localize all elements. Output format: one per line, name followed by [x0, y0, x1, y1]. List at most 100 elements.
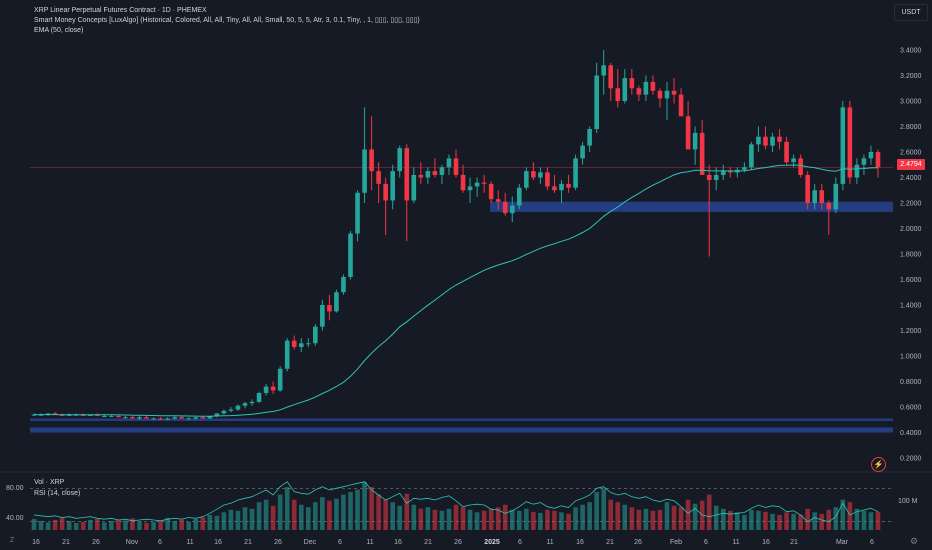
candle[interactable] [509, 205, 515, 214]
candle[interactable] [137, 417, 142, 419]
candle[interactable] [109, 415, 114, 417]
candle[interactable] [306, 343, 311, 345]
candle[interactable] [706, 174, 712, 181]
candle[interactable] [404, 148, 410, 201]
candle[interactable] [615, 88, 621, 101]
candle[interactable] [256, 392, 262, 402]
candle[interactable] [791, 158, 796, 163]
candle[interactable] [186, 418, 192, 420]
candle[interactable] [439, 167, 445, 175]
candle[interactable] [692, 132, 698, 150]
candle[interactable] [608, 65, 614, 89]
candle[interactable] [383, 183, 388, 201]
candle[interactable] [650, 81, 656, 91]
candle[interactable] [854, 164, 860, 178]
candle[interactable] [453, 158, 459, 175]
candle[interactable] [362, 149, 367, 193]
candle[interactable] [671, 90, 677, 95]
candle[interactable] [601, 65, 606, 76]
candle[interactable] [594, 75, 599, 130]
candle[interactable] [460, 174, 466, 191]
candle[interactable] [242, 403, 248, 406]
candle[interactable] [116, 415, 121, 418]
candle[interactable] [826, 203, 832, 210]
candle[interactable] [200, 417, 206, 419]
candle[interactable] [552, 186, 557, 191]
candle[interactable] [756, 136, 761, 145]
symbol-title[interactable]: XRP Linear Perpetual Futures Contract · … [34, 7, 207, 14]
candle[interactable] [411, 174, 417, 201]
candle[interactable] [123, 417, 128, 419]
timezone-button[interactable]: Z [10, 537, 15, 544]
candle[interactable] [622, 78, 628, 101]
candle[interactable] [566, 183, 571, 188]
candle[interactable] [179, 417, 184, 419]
candle[interactable] [446, 158, 452, 168]
candle[interactable] [474, 182, 480, 187]
candle[interactable] [749, 144, 754, 168]
candle[interactable] [390, 171, 395, 201]
candle[interactable] [376, 171, 381, 184]
currency-button[interactable]: USDT [894, 4, 928, 21]
candle[interactable] [763, 136, 768, 146]
candle[interactable] [418, 174, 424, 178]
candle[interactable] [66, 414, 72, 416]
candle[interactable] [38, 414, 44, 416]
candle[interactable] [235, 405, 241, 410]
candle[interactable] [95, 414, 100, 416]
candle[interactable] [327, 305, 332, 312]
candle[interactable] [313, 326, 318, 344]
candle[interactable] [833, 183, 839, 210]
candle[interactable] [291, 340, 297, 348]
candle[interactable] [221, 410, 227, 414]
candle[interactable] [348, 233, 353, 277]
candle[interactable] [467, 186, 473, 191]
candle[interactable] [636, 88, 642, 95]
candle[interactable] [531, 171, 536, 178]
candle[interactable] [284, 340, 290, 369]
candle[interactable] [45, 413, 51, 415]
candle[interactable] [819, 190, 825, 203]
candle[interactable] [580, 145, 585, 159]
candle[interactable] [228, 409, 234, 411]
candle[interactable] [102, 415, 107, 417]
candle[interactable] [130, 417, 135, 419]
candle[interactable] [158, 418, 163, 420]
candle[interactable] [784, 141, 789, 163]
candle[interactable] [502, 201, 508, 214]
candle[interactable] [664, 90, 670, 99]
smc-indicator-label[interactable]: Smart Money Concepts [LuxAlgo] (Historic… [34, 17, 420, 24]
candle[interactable] [488, 183, 494, 200]
candle[interactable] [524, 171, 529, 188]
candle[interactable] [875, 152, 881, 168]
candle[interactable] [397, 148, 403, 172]
candle[interactable] [432, 171, 438, 175]
candle[interactable] [805, 174, 810, 203]
candle[interactable] [545, 172, 550, 187]
candle[interactable] [298, 343, 304, 348]
candle[interactable] [798, 158, 803, 175]
candle[interactable] [80, 414, 86, 416]
candle[interactable] [341, 276, 346, 293]
candle[interactable] [52, 413, 58, 415]
candle[interactable] [777, 136, 782, 142]
candle[interactable] [214, 413, 220, 416]
candle[interactable] [840, 107, 846, 184]
candle[interactable] [812, 190, 817, 203]
candle[interactable] [643, 81, 649, 95]
candle[interactable] [559, 183, 564, 191]
candle[interactable] [699, 132, 705, 175]
candle[interactable] [517, 187, 522, 206]
candle[interactable] [263, 386, 269, 393]
candle[interactable] [165, 418, 170, 420]
candle[interactable] [334, 292, 339, 312]
candle[interactable] [861, 158, 867, 165]
candle[interactable] [720, 171, 726, 175]
candle[interactable] [31, 414, 37, 416]
candle[interactable] [207, 415, 213, 419]
candle[interactable] [87, 414, 93, 416]
candle[interactable] [678, 94, 684, 117]
candle[interactable] [629, 78, 635, 89]
ema-indicator-label[interactable]: EMA (50, close) [34, 27, 84, 34]
